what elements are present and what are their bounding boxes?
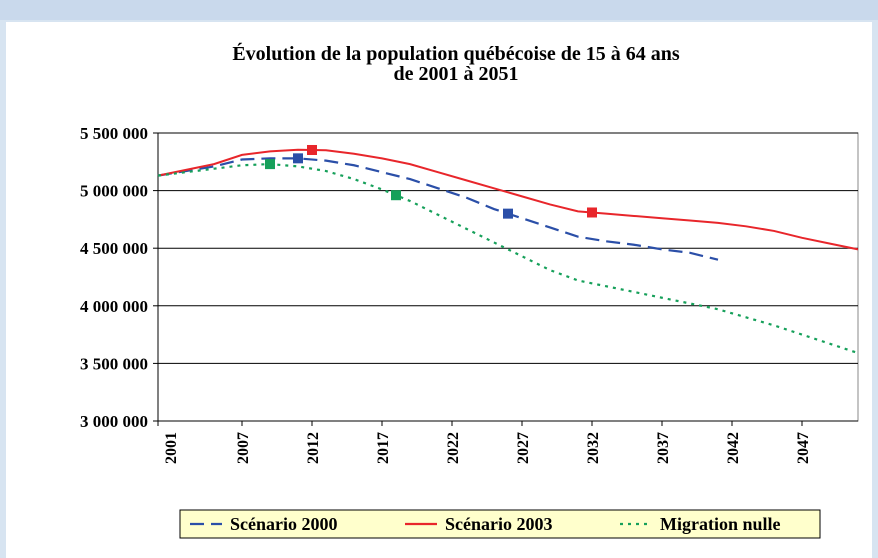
series-marker (307, 144, 317, 155)
x-tick-label: 2027 (515, 432, 532, 464)
chart-subtitle: de 2001 à 2051 (394, 63, 519, 85)
x-tick-label: 2001 (163, 432, 180, 464)
legend (179, 509, 821, 539)
series-marker (265, 159, 275, 170)
plot-area (157, 132, 859, 422)
y-tick-label: 3 500 000 (80, 354, 148, 373)
y-tick-label: 4 000 000 (80, 297, 148, 316)
x-tick-label: 2032 (585, 432, 602, 464)
series-line (157, 157, 719, 261)
y-tick-label: 5 000 000 (80, 182, 148, 201)
legend-label: Scénario 2000 (230, 514, 338, 534)
x-tick-label: 2047 (795, 432, 812, 464)
x-tick-label: 2017 (375, 432, 392, 464)
series-marker (587, 207, 597, 218)
y-tick-label: 4 500 000 (80, 239, 148, 258)
series-marker (503, 208, 513, 219)
series-marker (391, 190, 401, 201)
y-tick-label: 5 500 000 (80, 124, 148, 143)
series-line (157, 148, 859, 251)
x-tick-label: 2007 (235, 432, 252, 464)
x-tick-label: 2037 (655, 432, 672, 464)
chart-title: Évolution de la population québécoise de… (232, 42, 680, 65)
legend-label: Migration nulle (660, 514, 781, 534)
series-marker (293, 153, 303, 164)
x-tick-label: 2042 (725, 432, 742, 464)
x-tick-label: 2012 (305, 432, 322, 464)
x-tick-label: 2022 (445, 432, 462, 464)
legend-label: Scénario 2003 (445, 514, 553, 534)
top-band (0, 0, 878, 20)
y-tick-label: 3 000 000 (80, 412, 148, 431)
